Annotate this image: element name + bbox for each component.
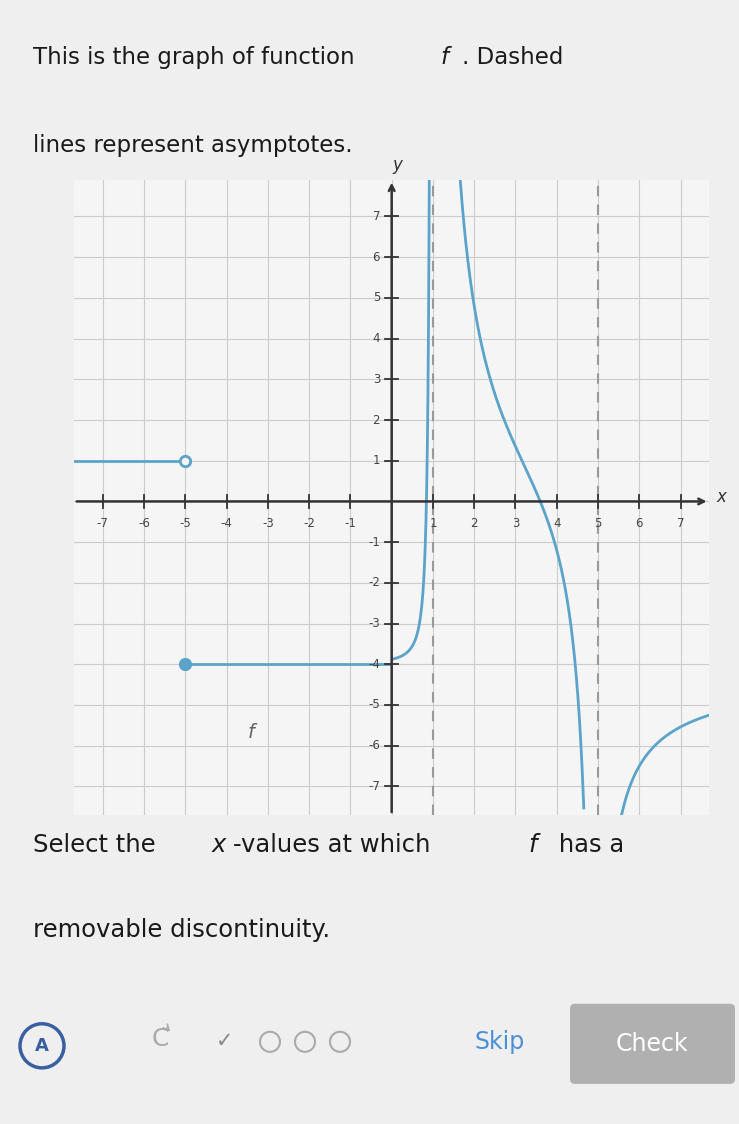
Text: -2: -2 [368, 577, 380, 589]
Text: 6: 6 [372, 251, 380, 264]
Text: 3: 3 [372, 373, 380, 386]
Text: -6: -6 [138, 517, 150, 529]
Text: $x$: $x$ [211, 833, 228, 858]
Text: -2: -2 [303, 517, 315, 529]
Text: 7: 7 [372, 210, 380, 223]
Text: has a: has a [551, 833, 624, 858]
Text: 5: 5 [372, 291, 380, 305]
Text: lines represent asymptotes.: lines represent asymptotes. [33, 134, 353, 156]
Text: 4: 4 [372, 332, 380, 345]
Text: 3: 3 [512, 517, 520, 529]
Text: -4: -4 [221, 517, 233, 529]
Text: Skip: Skip [475, 1030, 525, 1054]
FancyBboxPatch shape [570, 1004, 735, 1084]
Text: removable discontinuity.: removable discontinuity. [33, 918, 330, 942]
Text: $f$: $f$ [440, 46, 453, 69]
Text: ✓: ✓ [217, 1031, 234, 1051]
Text: C: C [151, 1027, 168, 1051]
Text: 1: 1 [429, 517, 437, 529]
Text: 2: 2 [372, 414, 380, 426]
Text: 2: 2 [471, 517, 478, 529]
Text: 6: 6 [636, 517, 643, 529]
Text: . Dashed: . Dashed [462, 46, 563, 69]
Text: $f$: $f$ [248, 723, 259, 742]
Text: $f$: $f$ [528, 833, 542, 858]
Text: $x$: $x$ [715, 488, 728, 507]
Text: Check: Check [616, 1032, 688, 1055]
Text: 4: 4 [553, 517, 560, 529]
Text: -1: -1 [368, 536, 380, 549]
Text: -4: -4 [368, 658, 380, 671]
Text: -1: -1 [344, 517, 356, 529]
Text: A: A [35, 1036, 49, 1054]
Text: $y$: $y$ [392, 157, 404, 175]
Text: Select the: Select the [33, 833, 163, 858]
Text: 7: 7 [677, 517, 684, 529]
Text: -3: -3 [262, 517, 273, 529]
Text: 5: 5 [594, 517, 602, 529]
Text: -values at which: -values at which [233, 833, 438, 858]
Text: -5: -5 [180, 517, 191, 529]
Text: -7: -7 [368, 780, 380, 792]
Text: -3: -3 [368, 617, 380, 631]
Text: -5: -5 [368, 698, 380, 711]
Text: This is the graph of function: This is the graph of function [33, 46, 362, 69]
Text: -6: -6 [368, 740, 380, 752]
Text: -7: -7 [97, 517, 109, 529]
Text: 1: 1 [372, 454, 380, 468]
